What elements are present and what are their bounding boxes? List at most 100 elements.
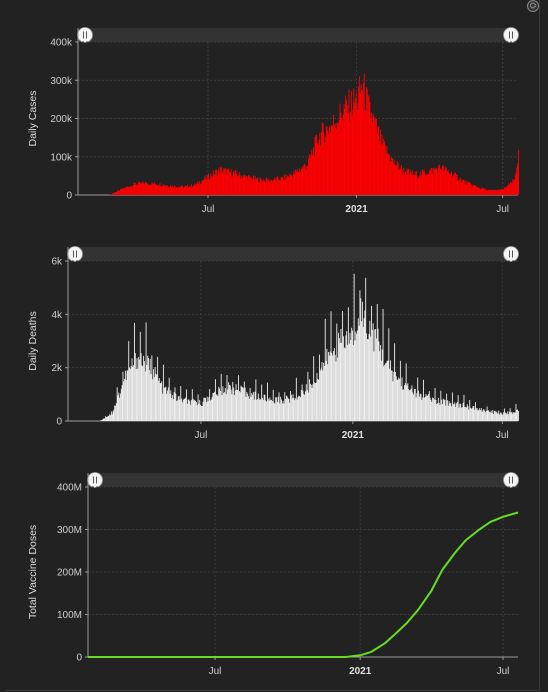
range-slider-track[interactable] bbox=[80, 28, 516, 42]
bar-mark bbox=[130, 365, 132, 421]
bar-mark bbox=[317, 379, 319, 421]
bar-mark bbox=[456, 401, 458, 421]
range-slider-left-handle[interactable] bbox=[77, 27, 93, 43]
bar-mark bbox=[120, 188, 122, 195]
bar-mark bbox=[278, 179, 280, 195]
bar-mark bbox=[367, 96, 369, 195]
bar-mark bbox=[310, 154, 312, 195]
bar-mark bbox=[476, 408, 478, 421]
bar-mark bbox=[333, 351, 334, 421]
bar-mark bbox=[269, 397, 271, 421]
bar-mark bbox=[505, 186, 506, 195]
bar-mark bbox=[197, 181, 199, 195]
handle-knob[interactable] bbox=[87, 472, 103, 488]
bar-mark bbox=[325, 127, 327, 195]
bar-mark bbox=[192, 186, 194, 195]
bar-mark bbox=[484, 189, 486, 195]
bar-mark bbox=[430, 170, 431, 195]
bar-mark bbox=[244, 387, 246, 421]
bar-mark bbox=[279, 403, 281, 421]
bar-mark bbox=[356, 109, 358, 195]
bar-mark bbox=[215, 169, 217, 195]
bar-mark bbox=[110, 411, 112, 421]
bar-mark bbox=[496, 412, 498, 421]
bar-mark bbox=[115, 403, 117, 421]
bar-mark bbox=[514, 175, 516, 195]
bar-mark bbox=[357, 318, 359, 421]
bar-mark bbox=[326, 348, 328, 421]
bar-mark bbox=[326, 126, 328, 195]
bar-mark bbox=[207, 401, 209, 421]
bar-mark bbox=[103, 418, 105, 421]
bar-mark bbox=[267, 181, 269, 195]
bar-mark bbox=[513, 412, 515, 421]
bar-mark bbox=[412, 392, 414, 421]
bar-mark bbox=[194, 399, 196, 421]
bar-mark bbox=[375, 329, 377, 421]
bar-mark bbox=[346, 331, 348, 421]
handle-knob[interactable] bbox=[503, 27, 519, 43]
range-slider-right-handle[interactable] bbox=[503, 472, 519, 488]
bar-mark bbox=[404, 174, 406, 195]
bar-mark bbox=[338, 119, 340, 195]
bar-mark bbox=[495, 411, 497, 421]
range-slider-track[interactable] bbox=[90, 473, 516, 487]
bar-mark bbox=[157, 185, 159, 195]
bar-mark bbox=[220, 167, 222, 195]
bar-mark bbox=[186, 184, 188, 195]
bar-mark bbox=[224, 392, 225, 421]
bar-mark bbox=[293, 171, 295, 195]
bar-mark bbox=[276, 401, 278, 421]
bar-mark bbox=[188, 399, 190, 421]
bar-mark bbox=[243, 388, 244, 421]
bar-mark bbox=[191, 183, 192, 195]
bar-mark bbox=[304, 391, 306, 421]
bar-mark bbox=[377, 126, 379, 195]
bar-mark bbox=[301, 166, 303, 195]
bar-mark bbox=[309, 157, 311, 195]
bar-mark bbox=[428, 174, 430, 195]
bar-mark bbox=[266, 401, 268, 421]
bar-mark bbox=[370, 336, 372, 421]
handle-knob[interactable] bbox=[77, 27, 93, 43]
bar-mark bbox=[274, 178, 276, 195]
bar-mark bbox=[226, 375, 228, 421]
bar-mark bbox=[479, 408, 481, 421]
bar-mark bbox=[275, 180, 277, 195]
handle-knob[interactable] bbox=[503, 472, 519, 488]
bar-mark bbox=[501, 189, 502, 195]
bar-mark bbox=[382, 308, 384, 421]
bar-mark bbox=[428, 394, 429, 421]
bar-mark bbox=[350, 339, 352, 421]
bar-mark bbox=[437, 173, 439, 195]
range-slider-right-handle[interactable] bbox=[503, 27, 519, 43]
handle-knob[interactable] bbox=[503, 246, 519, 262]
range-slider-track[interactable] bbox=[70, 247, 516, 261]
bar-mark bbox=[288, 398, 290, 421]
bar-mark bbox=[426, 174, 428, 195]
bar-mark bbox=[248, 175, 250, 195]
range-slider-left-handle[interactable] bbox=[67, 246, 83, 262]
bar-mark bbox=[161, 186, 163, 195]
bar-mark bbox=[471, 186, 473, 195]
bar-mark bbox=[515, 403, 517, 421]
range-slider-left-handle[interactable] bbox=[87, 472, 103, 488]
bar-mark bbox=[416, 171, 418, 195]
bar-mark bbox=[153, 369, 154, 421]
bar-mark bbox=[238, 375, 239, 421]
bar-mark bbox=[396, 165, 397, 195]
bar-mark bbox=[179, 399, 181, 421]
handle-knob[interactable] bbox=[67, 246, 83, 262]
corner-resize-icon[interactable]: ⛭ bbox=[527, 0, 539, 12]
bar-mark bbox=[113, 409, 115, 421]
bar-mark bbox=[476, 187, 478, 195]
bar-mark bbox=[420, 394, 422, 421]
bar-mark bbox=[480, 188, 482, 195]
bar-mark bbox=[461, 179, 463, 195]
bar-mark bbox=[392, 158, 393, 195]
series-line bbox=[88, 511, 519, 658]
bar-mark bbox=[309, 383, 311, 421]
bar-mark bbox=[181, 402, 183, 421]
range-slider-right-handle[interactable] bbox=[503, 246, 519, 262]
bar-mark bbox=[470, 407, 472, 421]
